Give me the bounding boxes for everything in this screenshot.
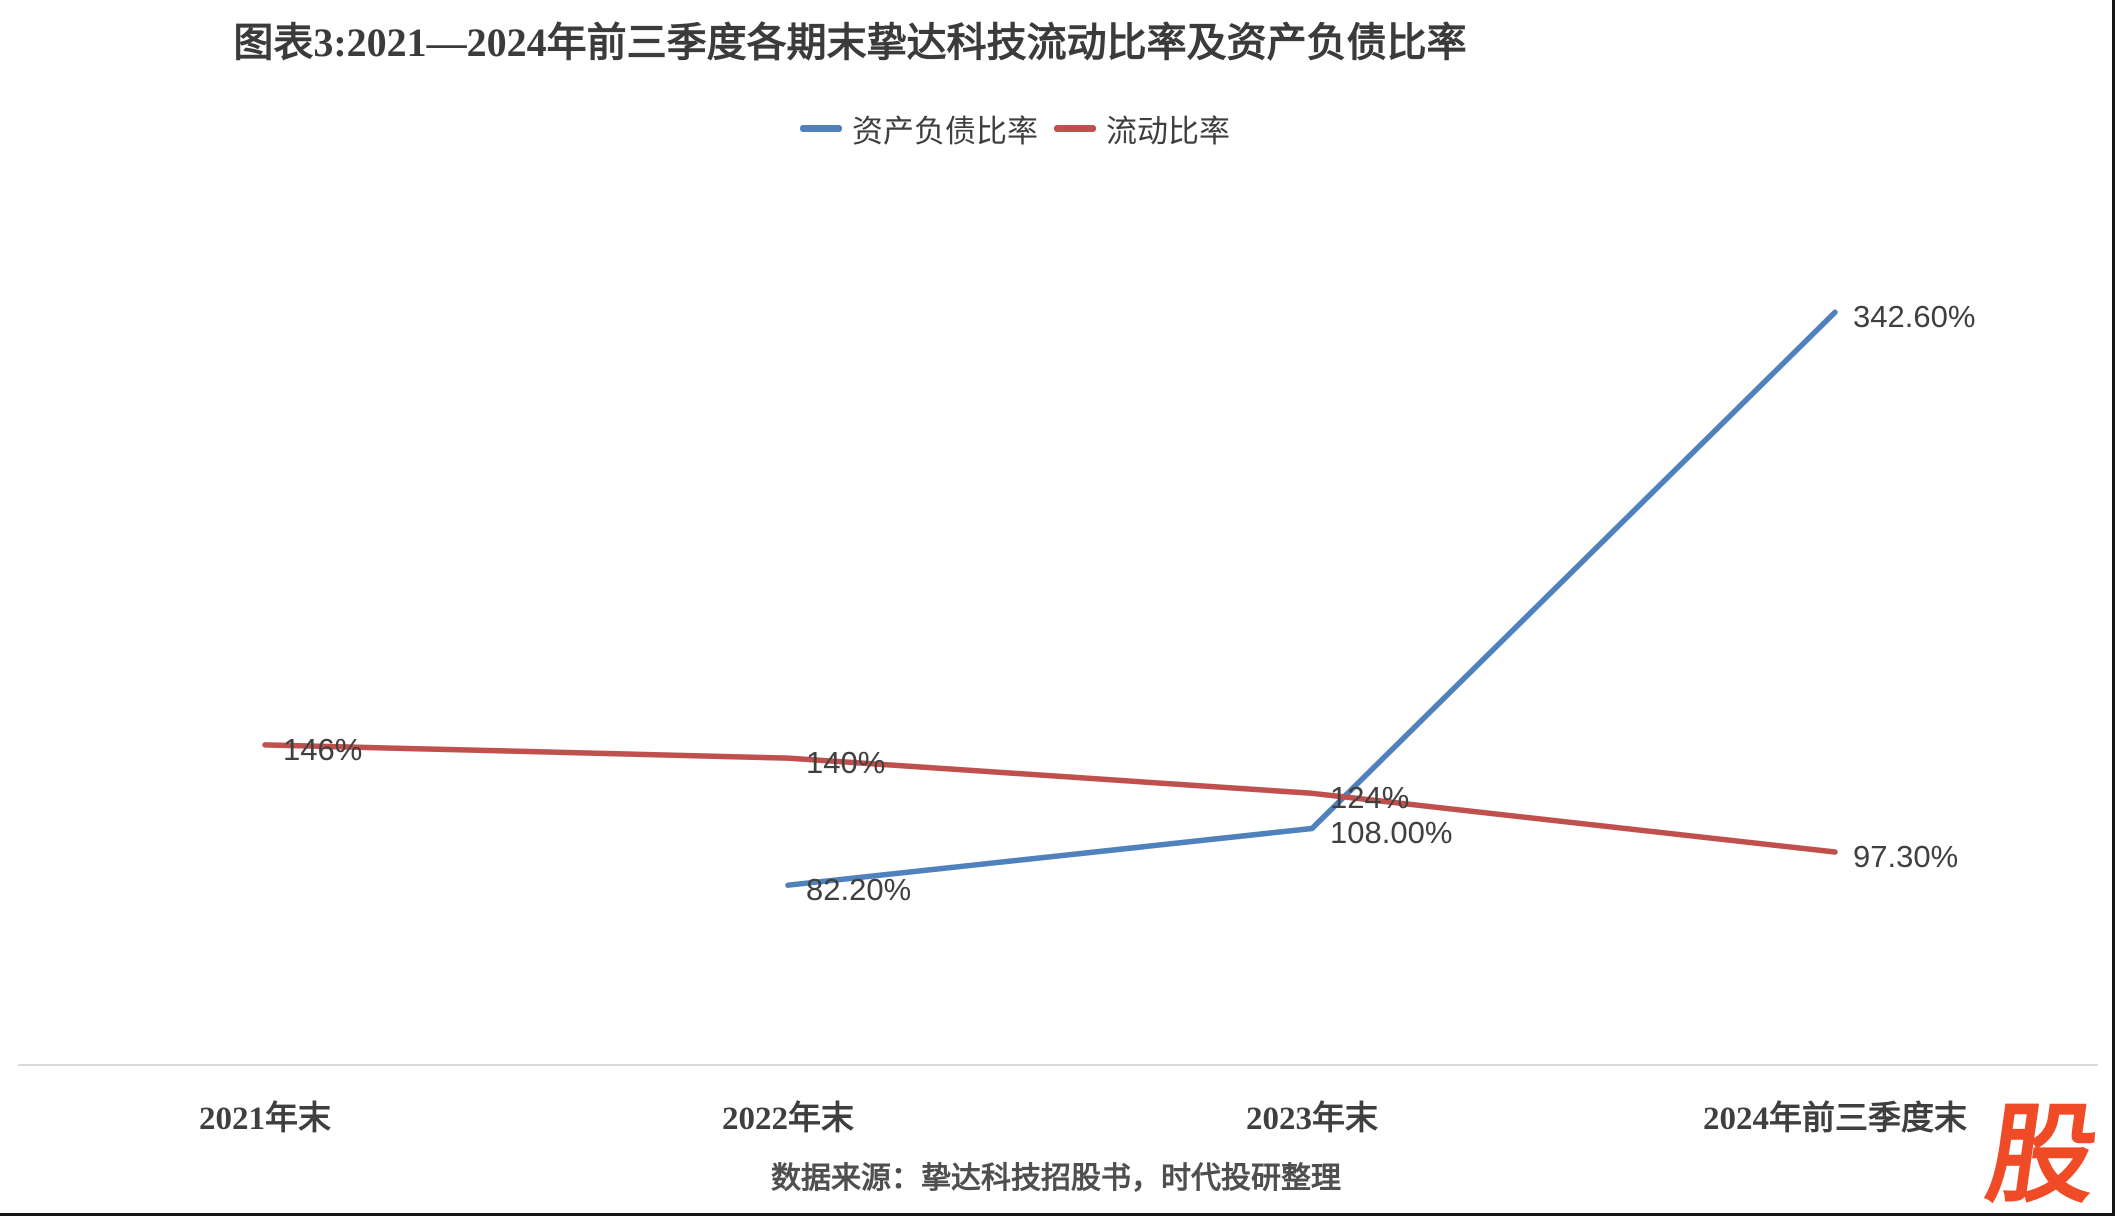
series-line-current-ratio <box>262 742 1838 855</box>
x-axis-label: 2024年前三季度末 <box>1703 1101 1967 1137</box>
legend-line-swatch <box>800 125 842 132</box>
legend-label: 资产负债比率 <box>852 114 1038 149</box>
x-axis-label: 2023年末 <box>1246 1101 1378 1137</box>
data-label: 124% <box>1330 780 1410 816</box>
x-axis-label: 2022年末 <box>722 1101 854 1137</box>
data-label: 97.30% <box>1853 839 1959 874</box>
data-label: 82.20% <box>806 872 912 908</box>
data-label: 342.60% <box>1853 299 1976 335</box>
legend: 资产负债比率 流动比率 <box>800 106 1230 151</box>
data-label: 108.00% <box>1330 815 1453 851</box>
legend-item-current-ratio: 流动比率 <box>1054 106 1230 151</box>
data-label: 146% <box>283 731 363 767</box>
x-axis-label: 2021年末 <box>199 1101 331 1137</box>
series-line-debt-ratio <box>785 309 1838 888</box>
brand-logo-gu: 股 <box>1979 1097 2105 1216</box>
source-note: 数据来源：挚达科技招股书，时代投研整理 <box>771 1162 1341 1195</box>
data-label: 140% <box>806 745 886 781</box>
chart-title: 图表3:2021—2024年前三季度各期末挚达科技流动比率及资产负债比率 <box>233 20 1467 65</box>
legend-item-debt-ratio: 资产负债比率 <box>800 106 1038 151</box>
legend-line-swatch <box>1054 125 1096 132</box>
legend-label: 流动比率 <box>1106 114 1230 149</box>
